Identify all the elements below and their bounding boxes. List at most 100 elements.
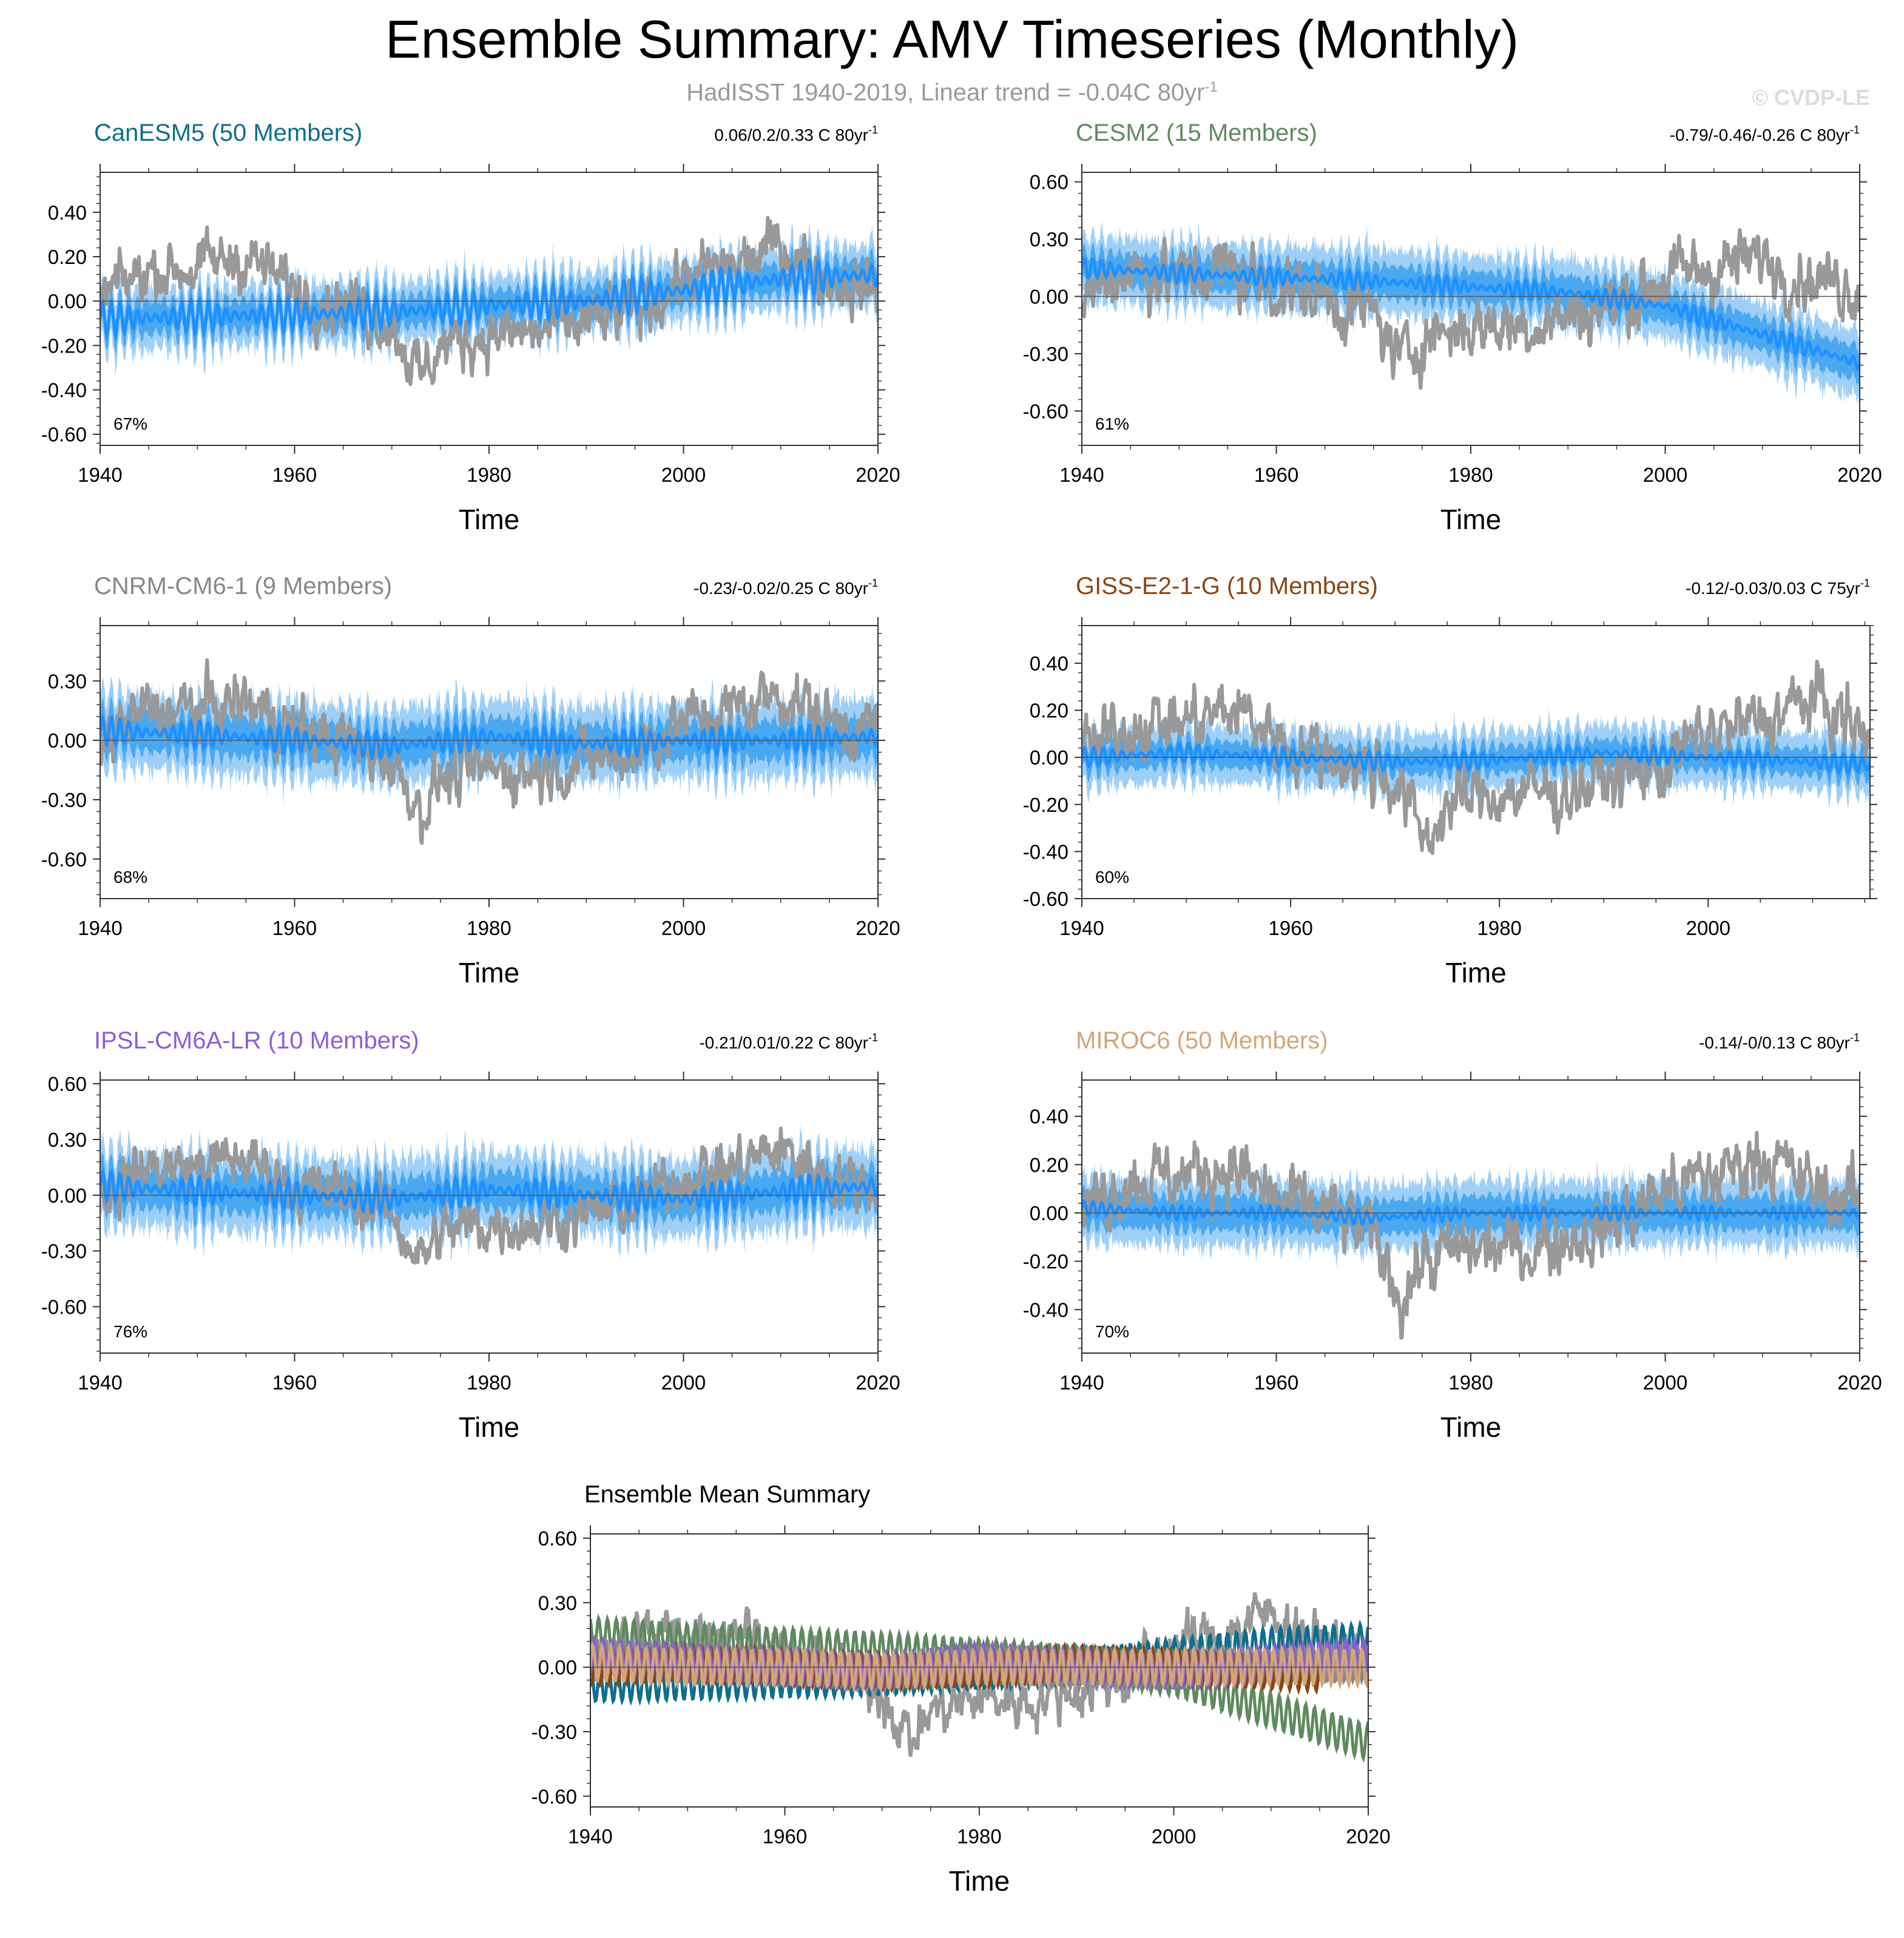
y-tick-label: -0.30	[41, 789, 87, 811]
trend-value: -0.14/-0/0.13 C 80yr	[1699, 1033, 1850, 1052]
figure-subtitle: HadISST 1940-2019, Linear trend = -0.04C…	[0, 79, 1904, 106]
plot-area	[1082, 660, 1870, 856]
y-tick-label: 0.00	[1030, 286, 1068, 308]
observed-series-line	[100, 1126, 878, 1265]
x-tick-label: 1940	[78, 1371, 122, 1394]
panel-title: MIROC6 (50 Members)	[1076, 1027, 1328, 1054]
y-tick-label: -0.20	[1023, 794, 1068, 816]
trend-range-label: -0.79/-0.46/-0.26 C 80yr-1	[1670, 124, 1860, 144]
panel-6: -0.60 -0.30 0.00 0.30 0.60 1940 1960 1980 2000 20…	[532, 1481, 1391, 1897]
x-tick-label: 1980	[1448, 464, 1493, 486]
x-tick-label: 1960	[1268, 917, 1312, 939]
x-tick-label: 1980	[1477, 917, 1522, 939]
x-tick-label: 2000	[661, 464, 706, 486]
x-tick-label: 1980	[957, 1825, 1001, 1848]
x-tick-label: 1960	[272, 917, 317, 939]
y-tick-label: -0.40	[1023, 1298, 1068, 1321]
y-tick-label: -0.60	[41, 424, 87, 446]
x-tick-label: 2000	[1643, 1371, 1687, 1394]
y-tick-label: -0.30	[41, 1240, 87, 1263]
trend-superscript: -1	[1850, 124, 1860, 136]
y-tick-label: 0.60	[1030, 171, 1068, 194]
copyright-watermark: © CVDP-LE	[1752, 85, 1870, 110]
y-tick-label: 0.40	[1030, 652, 1068, 675]
trend-superscript: -1	[1860, 577, 1870, 589]
observed-series-line	[1082, 228, 1860, 390]
trend-superscript: -1	[868, 1031, 878, 1044]
x-tick-label: 2020	[1837, 1371, 1882, 1394]
y-tick-label: -0.20	[41, 334, 87, 357]
y-tick-label: 0.30	[538, 1592, 577, 1614]
x-tick-label: 1960	[763, 1825, 807, 1848]
y-tick-label: 0.20	[48, 246, 87, 268]
y-tick-label: -0.60	[41, 1295, 87, 1318]
y-tick-label: 0.60	[48, 1073, 87, 1095]
trend-range-label: -0.14/-0/0.13 C 80yr-1	[1699, 1031, 1860, 1052]
y-tick-label: -0.60	[41, 848, 87, 871]
y-tick-label: -0.40	[41, 379, 87, 402]
plot-area	[100, 1123, 878, 1265]
x-tick-label: 1980	[467, 917, 511, 939]
ensemble-mean-line	[100, 1168, 878, 1216]
percent-label: 68%	[113, 868, 147, 886]
y-tick-label: -0.40	[1023, 840, 1068, 863]
trend-value: -0.12/-0.03/0.03 C 75yr	[1686, 579, 1860, 598]
x-axis-label: Time	[949, 1865, 1010, 1897]
y-tick-label: 0.00	[48, 729, 87, 752]
y-tick-label: 0.60	[538, 1527, 577, 1550]
x-tick-label: 1960	[1254, 464, 1298, 486]
trend-value: 0.06/0.2/0.33 C 80yr	[714, 126, 868, 144]
x-axis-label: Time	[459, 1411, 520, 1443]
ensemble-mean-line	[1082, 256, 1860, 370]
y-tick-label: 0.30	[48, 670, 87, 692]
x-tick-label: 2000	[1152, 1825, 1196, 1848]
panel-2: -0.60 -0.30 0.00 0.30 1940 1960 1980 2000 2020 Ti…	[41, 573, 900, 988]
x-axis-label: Time	[1440, 504, 1502, 535]
y-tick-label: 0.20	[1030, 1153, 1068, 1176]
percent-label: 70%	[1095, 1322, 1129, 1341]
trend-value: -0.79/-0.46/-0.26 C 80yr	[1670, 126, 1850, 144]
x-tick-label: 1960	[272, 1371, 317, 1394]
summary-line-miroc6	[590, 1641, 1368, 1693]
plot-area	[100, 215, 878, 387]
panel-0: -0.60 -0.40 -0.20 0.00 0.20 0.40 1940 1960 1980 2…	[41, 120, 900, 535]
x-tick-label: 2020	[1346, 1825, 1390, 1848]
x-tick-label: 1980	[467, 1371, 511, 1394]
y-tick-label: 0.00	[48, 290, 87, 312]
x-tick-label: 2000	[661, 917, 706, 939]
observed-series-line	[1082, 1130, 1860, 1340]
y-tick-label: 0.30	[1030, 228, 1068, 251]
percent-label: 76%	[113, 1322, 147, 1341]
x-tick-label: 2000	[1643, 464, 1687, 486]
panel-4: -0.60 -0.30 0.00 0.30 0.60 1940 1960 1980 2000 20…	[41, 1027, 900, 1443]
panel-5: -0.40 -0.20 0.00 0.20 0.40 1940 1960 1980 2000 20…	[1023, 1027, 1882, 1443]
trend-range-label: -0.12/-0.03/0.03 C 75yr-1	[1686, 577, 1870, 598]
x-tick-label: 1960	[1254, 1371, 1298, 1394]
percent-label: 60%	[1095, 868, 1129, 886]
y-tick-label: 0.40	[48, 201, 87, 224]
x-tick-label: 1940	[1059, 917, 1104, 939]
trend-value: -0.23/-0.02/0.25 C 80yr	[694, 579, 868, 598]
x-tick-label: 1960	[272, 464, 317, 486]
y-tick-label: -0.30	[532, 1721, 577, 1743]
summary-title: Ensemble Mean Summary	[584, 1481, 870, 1508]
y-tick-label: 0.00	[538, 1656, 577, 1679]
x-tick-label: 2020	[856, 1371, 900, 1394]
panel-title: CNRM-CM6-1 (9 Members)	[94, 573, 392, 599]
x-tick-label: 1940	[1059, 464, 1104, 486]
trend-superscript: -1	[868, 124, 878, 136]
x-axis-label: Time	[459, 504, 520, 535]
panel-3: -0.60 -0.40 -0.20 0.00 0.20 0.40 1940 1960 1980 2…	[1023, 573, 1877, 988]
x-tick-label: 2000	[1686, 917, 1730, 939]
x-tick-label: 1940	[568, 1825, 612, 1848]
plot-area	[100, 658, 878, 845]
observed-series-line	[100, 215, 878, 387]
panel-title: GISS-E2-1-G (10 Members)	[1076, 573, 1378, 599]
x-tick-label: 2020	[856, 464, 900, 486]
x-tick-label: 1940	[78, 917, 122, 939]
y-tick-label: -0.20	[1023, 1251, 1068, 1273]
percent-label: 67%	[113, 414, 147, 433]
y-tick-label: 0.00	[1030, 1202, 1068, 1224]
y-tick-label: -0.60	[532, 1785, 577, 1808]
